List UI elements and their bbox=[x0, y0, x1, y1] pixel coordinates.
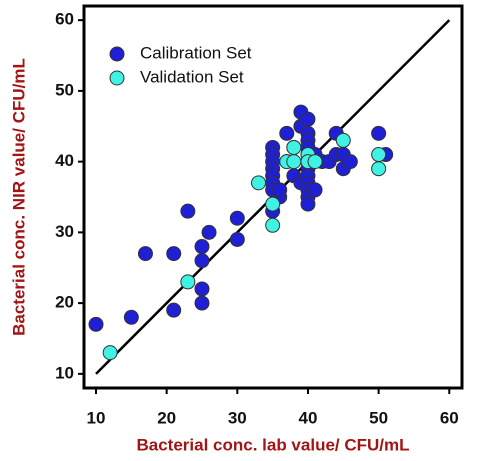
point bbox=[286, 154, 302, 170]
point bbox=[194, 239, 210, 255]
point bbox=[371, 161, 387, 177]
x-tick-label: 10 bbox=[87, 408, 106, 427]
point bbox=[307, 154, 323, 170]
point bbox=[180, 274, 196, 290]
y-tick-label: 60 bbox=[55, 10, 74, 29]
legend-label: Calibration Set bbox=[140, 43, 252, 62]
point bbox=[229, 210, 245, 226]
point bbox=[300, 111, 316, 127]
point bbox=[371, 147, 387, 163]
point bbox=[166, 246, 182, 262]
plot-frame bbox=[82, 4, 464, 390]
y-tick-label: 30 bbox=[55, 222, 74, 241]
y-tick-label: 40 bbox=[55, 151, 74, 170]
point bbox=[180, 203, 196, 219]
point bbox=[307, 182, 323, 198]
point bbox=[272, 182, 288, 198]
point bbox=[88, 316, 104, 332]
point bbox=[194, 253, 210, 269]
point bbox=[166, 302, 182, 318]
y-tick-label: 10 bbox=[55, 363, 74, 382]
point bbox=[265, 196, 281, 212]
point bbox=[286, 139, 302, 155]
point bbox=[194, 281, 210, 297]
point bbox=[201, 224, 217, 240]
point bbox=[300, 196, 316, 212]
legend-marker bbox=[109, 70, 125, 86]
x-tick-label: 40 bbox=[299, 408, 318, 427]
point bbox=[371, 125, 387, 141]
point bbox=[194, 295, 210, 311]
point bbox=[251, 175, 267, 191]
y-axis-label: Bacterial conc. NIR value/ CFU/mL bbox=[9, 58, 28, 336]
x-axis-label: Bacterial conc. lab value/ CFU/mL bbox=[136, 435, 409, 454]
legend-marker bbox=[109, 46, 125, 62]
point bbox=[265, 217, 281, 233]
point bbox=[342, 154, 358, 170]
x-tick-label: 50 bbox=[369, 408, 388, 427]
legend-label: Validation Set bbox=[140, 67, 244, 86]
x-tick-label: 60 bbox=[440, 408, 459, 427]
point bbox=[123, 309, 139, 325]
point bbox=[335, 132, 351, 148]
y-tick-label: 20 bbox=[55, 293, 74, 312]
x-tick-label: 20 bbox=[157, 408, 176, 427]
point bbox=[137, 246, 153, 262]
point bbox=[229, 231, 245, 247]
point bbox=[102, 345, 118, 361]
x-tick-label: 30 bbox=[228, 408, 247, 427]
y-tick-label: 50 bbox=[55, 80, 74, 99]
point bbox=[279, 125, 295, 141]
